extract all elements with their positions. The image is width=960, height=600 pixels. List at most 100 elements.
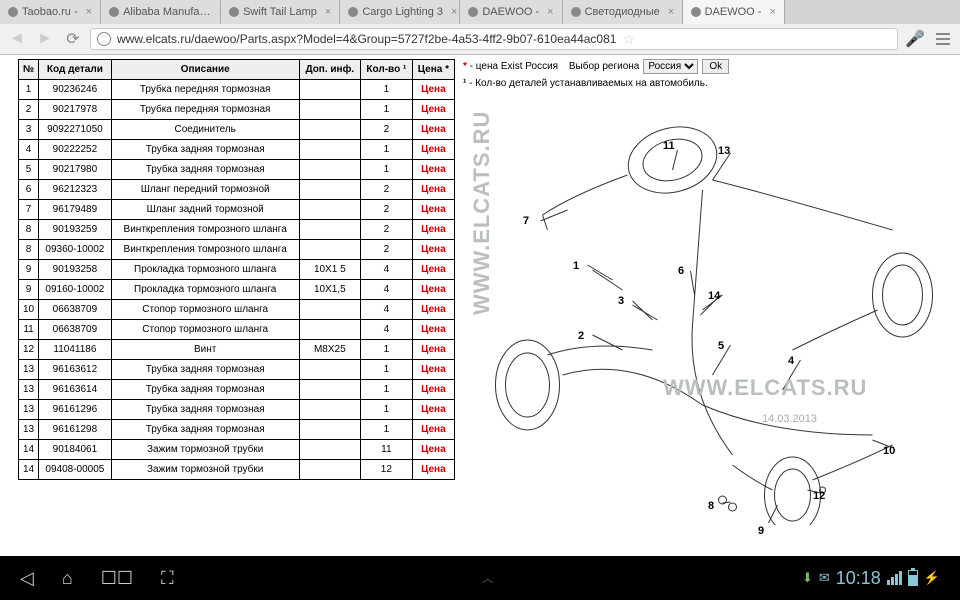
cell-info xyxy=(299,240,360,260)
cell-price[interactable]: Цена xyxy=(412,260,454,280)
home-icon[interactable]: ⌂ xyxy=(62,568,73,589)
callout-14[interactable]: 14 xyxy=(708,290,720,302)
cell-info xyxy=(299,140,360,160)
url-field[interactable]: www.elcats.ru/daewoo/Parts.aspx?Model=4&… xyxy=(90,28,898,50)
cell-qty: 1 xyxy=(361,160,413,180)
recent-icon[interactable]: ☐☐ xyxy=(101,568,133,589)
browser-tab[interactable]: Taobao.ru -× xyxy=(0,0,101,24)
cell-price[interactable]: Цена xyxy=(412,400,454,420)
mic-icon[interactable]: 🎤 xyxy=(904,28,926,50)
tab-close-icon[interactable]: × xyxy=(668,6,674,18)
tab-label: DAEWOO - xyxy=(482,6,539,18)
callout-2[interactable]: 2 xyxy=(578,330,584,342)
clock: 10:18 xyxy=(836,568,881,589)
table-row: 1409408-00005Зажим тормозной трубки12Цен… xyxy=(19,460,455,480)
cell-qty: 1 xyxy=(361,420,413,440)
forward-button[interactable]: ► xyxy=(34,28,56,50)
table-header: Доп. инф. xyxy=(299,60,360,80)
cell-code: 09160-10002 xyxy=(39,280,112,300)
table-row: 190236246Трубка передняя тормозная1Цена xyxy=(19,80,455,100)
status-area[interactable]: ⬇ ✉ 10:18 ⚡ xyxy=(802,568,940,589)
back-icon[interactable]: ◁ xyxy=(20,568,34,589)
callout-9[interactable]: 9 xyxy=(758,525,764,537)
cell-price[interactable]: Цена xyxy=(412,360,454,380)
cell-qty: 1 xyxy=(361,400,413,420)
cell-price[interactable]: Цена xyxy=(412,420,454,440)
browser-menu-button[interactable] xyxy=(932,28,954,50)
bookmark-star-icon[interactable]: ☆ xyxy=(622,31,635,48)
cell-price[interactable]: Цена xyxy=(412,280,454,300)
cell-qty: 1 xyxy=(361,340,413,360)
cell-price[interactable]: Цена xyxy=(412,160,454,180)
cell-price[interactable]: Цена xyxy=(412,340,454,360)
tab-close-icon[interactable]: × xyxy=(325,6,331,18)
cell-qty: 2 xyxy=(361,120,413,140)
cell-price[interactable]: Цена xyxy=(412,200,454,220)
cell-n: 14 xyxy=(19,440,39,460)
diagram-panel: * - цена Exist Россия Выбор региона Росс… xyxy=(455,55,960,557)
callout-4[interactable]: 4 xyxy=(788,355,794,367)
cell-price[interactable]: Цена xyxy=(412,300,454,320)
callout-13[interactable]: 13 xyxy=(718,145,730,157)
cell-price[interactable]: Цена xyxy=(412,180,454,200)
cell-code: 96179489 xyxy=(39,200,112,220)
cell-qty: 4 xyxy=(361,320,413,340)
tab-close-icon[interactable]: × xyxy=(451,6,457,18)
cell-price[interactable]: Цена xyxy=(412,320,454,340)
cell-code: 90236246 xyxy=(39,80,112,100)
android-nav-bar: ◁ ⌂ ☐☐ ⛶ ︿ ⬇ ✉ 10:18 ⚡ xyxy=(0,556,960,600)
callout-8[interactable]: 8 xyxy=(708,500,714,512)
table-row: 990193258Прокладка тормозного шланга10X1… xyxy=(19,260,455,280)
browser-tab[interactable]: DAEWOO -× xyxy=(683,0,785,24)
cell-price[interactable]: Цена xyxy=(412,240,454,260)
cell-code: 9092271050 xyxy=(39,120,112,140)
callout-7[interactable]: 7 xyxy=(523,215,529,227)
callout-1[interactable]: 1 xyxy=(573,260,579,272)
table-row: 1490184061Зажим тормозной трубки11Цена xyxy=(19,440,455,460)
cell-price[interactable]: Цена xyxy=(412,380,454,400)
tab-close-icon[interactable]: × xyxy=(769,6,775,18)
browser-tab[interactable]: Светодиодные× xyxy=(563,0,683,24)
page-indicator: ︿ xyxy=(482,570,493,586)
browser-tab[interactable]: DAEWOO - × xyxy=(460,0,562,24)
callout-6[interactable]: 6 xyxy=(678,265,684,277)
cell-qty: 1 xyxy=(361,140,413,160)
download-icon: ⬇ xyxy=(802,570,813,586)
tab-close-icon[interactable]: × xyxy=(86,6,92,18)
cell-price[interactable]: Цена xyxy=(412,440,454,460)
callout-5[interactable]: 5 xyxy=(718,340,724,352)
cell-price[interactable]: Цена xyxy=(412,100,454,120)
cell-price[interactable]: Цена xyxy=(412,140,454,160)
price-legend: * - цена Exist Россия Выбор региона Росс… xyxy=(463,59,952,74)
callout-10[interactable]: 10 xyxy=(883,445,895,457)
callout-12[interactable]: 12 xyxy=(813,490,825,502)
browser-tab[interactable]: Cargo Lighting 3× xyxy=(340,0,460,24)
back-button[interactable]: ◄ xyxy=(6,28,28,50)
region-ok-button[interactable]: Ok xyxy=(702,59,729,74)
legend-one-text: - Кол-во деталей устанавливаемых на авто… xyxy=(466,78,707,89)
cell-info xyxy=(299,380,360,400)
url-text: www.elcats.ru/daewoo/Parts.aspx?Model=4&… xyxy=(117,32,616,46)
cell-price[interactable]: Цена xyxy=(412,80,454,100)
cell-desc: Прокладка тормозного шланга xyxy=(111,280,299,300)
browser-tab[interactable]: Swift Tail Lamp× xyxy=(221,0,340,24)
screenshot-icon[interactable]: ⛶ xyxy=(161,568,174,589)
browser-tab[interactable]: Alibaba Manufa…× xyxy=(101,0,221,24)
cell-qty: 1 xyxy=(361,380,413,400)
cell-info xyxy=(299,200,360,220)
notification-icon: ✉ xyxy=(819,570,830,586)
cell-price[interactable]: Цена xyxy=(412,220,454,240)
region-select[interactable]: Россия xyxy=(643,59,698,74)
callout-3[interactable]: 3 xyxy=(618,295,624,307)
reload-button[interactable]: ⟳ xyxy=(62,28,84,50)
cell-price[interactable]: Цена xyxy=(412,120,454,140)
callout-11[interactable]: 11 xyxy=(663,140,675,152)
cell-n: 9 xyxy=(19,260,39,280)
cell-info xyxy=(299,460,360,480)
cell-n: 6 xyxy=(19,180,39,200)
cell-info xyxy=(299,360,360,380)
cell-code: 96212323 xyxy=(39,180,112,200)
tab-close-icon[interactable]: × xyxy=(547,6,553,18)
cell-code: 09408-00005 xyxy=(39,460,112,480)
cell-price[interactable]: Цена xyxy=(412,460,454,480)
